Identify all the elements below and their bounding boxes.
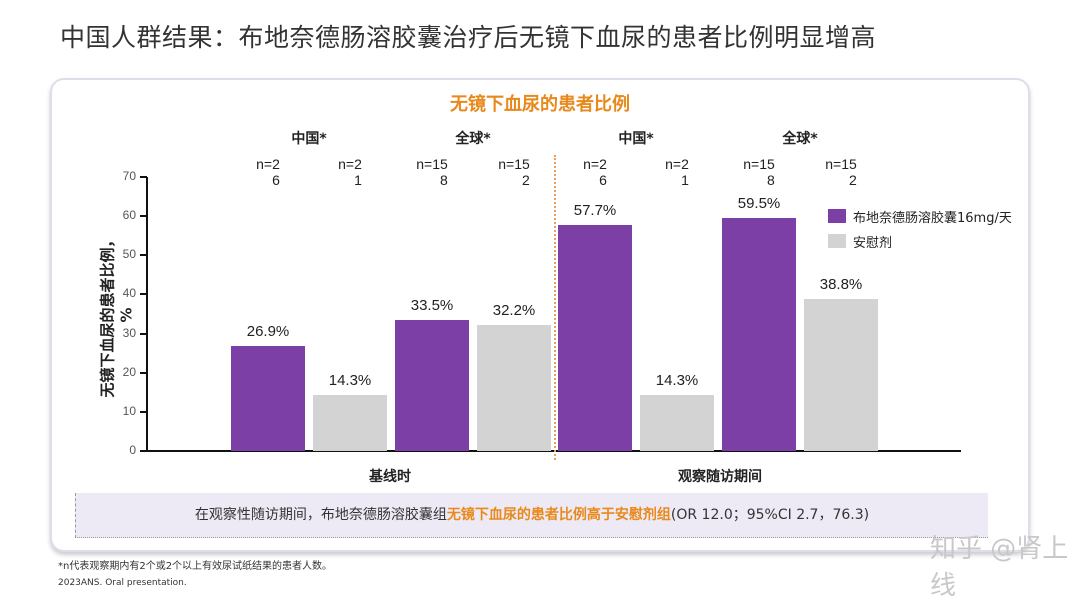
callout-text: 在观察性随访期间，布地奈德肠溶胶囊组 [194, 507, 447, 523]
n-label-line: n=2 [338, 156, 362, 172]
bar-placebo [804, 299, 878, 451]
callout-highlight: 无镜下血尿的患者比例高于安慰剂组 [446, 507, 671, 523]
legend-swatch-treatment [828, 209, 846, 223]
callout-stats: (OR 12.0；95%CI 2.7，76.3) [670, 507, 870, 523]
n-label-line: n=15 [743, 156, 775, 172]
y-tick-mark [140, 450, 147, 452]
y-tick-label: 50 [122, 247, 136, 262]
y-tick-label: 0 [129, 443, 136, 457]
legend-label: 安慰剂 [853, 236, 893, 251]
n-label: n=15 2 [825, 156, 857, 188]
n-label-line: 1 [681, 172, 689, 188]
conclusion-callout: 在观察性随访期间，布地奈德肠溶胶囊组无镜下血尿的患者比例高于安慰剂组(OR 12… [75, 493, 988, 538]
group-label: 全球* [782, 131, 818, 147]
value-label: 38.8% [819, 276, 863, 294]
y-tick-mark [140, 215, 147, 218]
watermark: 知乎 @肾上线 [930, 534, 1069, 601]
n-label: n=2 6 [583, 156, 607, 188]
value-label: 14.3% [655, 372, 699, 390]
n-label-line: 8 [766, 172, 775, 188]
footnote: *n代表观察期内有2个或2个以上有效尿试纸结果的患者人数。 [58, 561, 333, 572]
legend-swatch-placebo [828, 234, 846, 248]
citation: 2023ANS. Oral presentation. [58, 578, 187, 588]
group-label: 全球* [455, 131, 491, 147]
n-label: n=2 1 [338, 156, 362, 188]
x-category-label: 基线时 [369, 469, 411, 485]
n-label: n=15 2 [498, 156, 530, 188]
y-tick-label: 10 [122, 403, 136, 418]
y-tick-label: 60 [122, 208, 136, 223]
n-label-line: 6 [272, 172, 280, 188]
legend-label: 布地奈德肠溶胶囊16mg/天 [853, 211, 1012, 226]
n-label-line: 2 [521, 172, 530, 188]
n-label-line: n=15 [825, 156, 857, 172]
n-label-line: n=2 [665, 156, 689, 172]
value-label: 26.9% [246, 322, 290, 340]
bar-treatment [558, 225, 632, 451]
bar-treatment [231, 345, 305, 451]
n-label: n=15 8 [416, 156, 448, 188]
y-tick-label: 70 [122, 169, 136, 183]
n-label-line: 1 [354, 172, 362, 188]
chart-title: 无镜下血尿的患者比例 [450, 94, 630, 115]
bar-treatment [722, 218, 796, 451]
value-label: 33.5% [410, 296, 454, 314]
n-label-line: 6 [599, 172, 607, 188]
n-label-line: 8 [439, 172, 448, 188]
y-tick-mark [140, 371, 147, 374]
value-label: 57.7% [573, 202, 617, 220]
y-axis [146, 177, 148, 452]
value-label: 14.3% [328, 372, 372, 390]
x-axis [146, 450, 961, 452]
bar-placebo [313, 395, 387, 451]
n-label-line: 2 [848, 172, 857, 188]
bar-placebo [477, 324, 551, 451]
chart-card [50, 78, 1030, 552]
y-tick-mark [140, 410, 147, 413]
y-tick-mark [140, 254, 147, 257]
y-tick-label: 20 [122, 364, 136, 379]
value-label: 59.5% [737, 195, 781, 213]
n-label-line: n=15 [498, 156, 530, 172]
x-category-label: 观察随访期间 [678, 469, 762, 485]
y-tick-mark [140, 293, 147, 296]
n-label-line: n=2 [583, 156, 607, 172]
page-title: 中国人群结果：布地奈德肠溶胶囊治疗后无镜下血尿的患者比例明显增高 [60, 23, 877, 52]
group-label: 中国* [618, 131, 654, 147]
bar-placebo [640, 395, 714, 451]
group-label: 中国* [291, 131, 327, 147]
n-label: n=2 1 [665, 156, 689, 188]
period-divider [554, 155, 556, 460]
n-label: n=15 8 [743, 156, 775, 188]
y-tick-label: 30 [122, 325, 136, 340]
bar-treatment [395, 319, 469, 451]
value-label: 32.2% [492, 301, 536, 319]
y-tick-label: 40 [122, 286, 136, 301]
n-label-line: n=15 [416, 156, 448, 172]
y-tick-mark [140, 176, 147, 178]
n-label-line: n=2 [256, 156, 280, 172]
y-tick-mark [140, 332, 147, 335]
n-label: n=2 6 [256, 156, 280, 188]
